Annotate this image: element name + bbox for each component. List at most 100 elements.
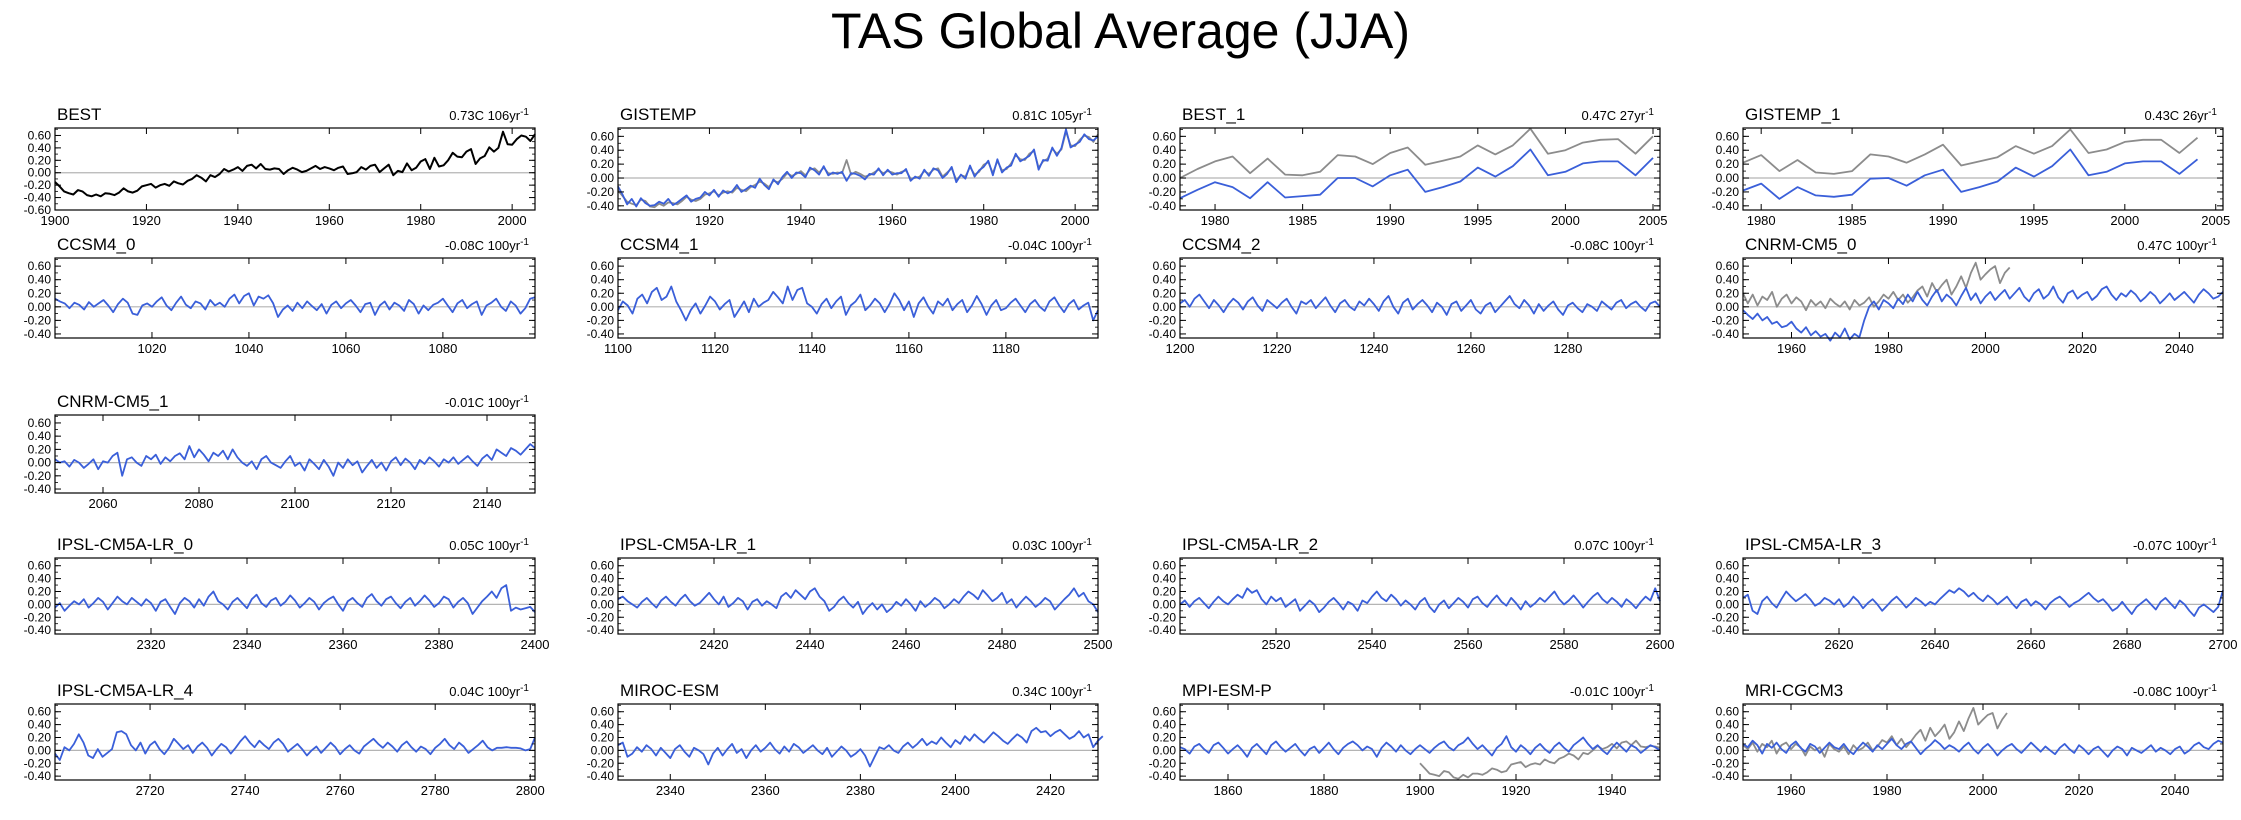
x-tick-label: 1120 <box>701 341 729 356</box>
x-tick-label: 1990 <box>1376 213 1405 228</box>
panel-title: CCSM4_1 <box>620 235 698 254</box>
y-tick-label: 0.40 <box>1153 572 1177 586</box>
plot-frame <box>1179 557 1661 635</box>
x-tick-label: 2460 <box>892 637 921 652</box>
x-tick-label: 1960 <box>315 213 344 228</box>
x-tick-label: 2000 <box>1969 783 1998 798</box>
x-tick-label: 2380 <box>425 637 454 652</box>
trend-label: -0.08C 100yr-1 <box>2133 683 2217 699</box>
y-tick-label: -0.20 <box>1712 185 1740 199</box>
x-tick-label: 1995 <box>2019 213 2048 228</box>
y-tick-label: 0.40 <box>1153 273 1177 287</box>
series-line-model <box>54 443 536 477</box>
y-tick-label: 0.40 <box>591 143 615 157</box>
x-tick-label: 2040 <box>2165 341 2194 356</box>
series-line-model <box>617 587 1099 615</box>
plot-frame <box>54 557 536 635</box>
trend-label: -0.07C 100yr-1 <box>2133 537 2217 553</box>
y-tick-label: 0.60 <box>28 128 52 142</box>
x-tick-label: 2420 <box>700 637 729 652</box>
series-line-model <box>54 292 536 318</box>
plot-frame <box>1742 703 2224 781</box>
y-tick-label: -0.20 <box>1712 610 1740 624</box>
y-tick-label: 0.20 <box>28 286 52 300</box>
trend-label: -0.04C 100yr-1 <box>1008 237 1092 253</box>
y-tick-label: 0.60 <box>28 416 52 430</box>
y-tick-label: 0.20 <box>591 584 615 598</box>
x-tick-label: 2320 <box>137 637 166 652</box>
y-tick-label: 0.60 <box>1153 259 1177 273</box>
series-line-black <box>54 130 536 198</box>
y-tick-label: -0.40 <box>1149 769 1177 783</box>
y-tick-label: 0.40 <box>1716 273 1740 287</box>
y-tick-label: 0.20 <box>1153 730 1177 744</box>
x-tick-label: 2400 <box>941 783 970 798</box>
y-tick-label: -0.40 <box>587 769 615 783</box>
y-tick-label: -0.20 <box>24 610 52 624</box>
y-tick-label: -0.40 <box>587 199 615 213</box>
y-tick-label: -0.20 <box>1712 756 1740 770</box>
x-tick-label: 1980 <box>1873 783 1902 798</box>
y-tick-label: 0.60 <box>591 259 615 273</box>
panel-title: BEST_1 <box>1182 105 1245 124</box>
panel-title: BEST <box>57 105 101 124</box>
y-tick-label: -0.40 <box>587 327 615 341</box>
plot-frame <box>1179 127 1661 211</box>
plot-frame <box>1179 257 1661 339</box>
panel-title: IPSL-CM5A-LR_0 <box>57 535 193 554</box>
y-tick-label: 0.00 <box>1153 300 1177 314</box>
x-tick-label: 2680 <box>2113 637 2142 652</box>
panel-title: IPSL-CM5A-LR_4 <box>57 681 193 700</box>
x-tick-label: 2120 <box>377 496 406 511</box>
panel-title: MIROC-ESM <box>620 681 719 700</box>
x-tick-label: 2360 <box>329 637 358 652</box>
x-tick-label: 1995 <box>1463 213 1492 228</box>
y-tick-label: -0.20 <box>587 756 615 770</box>
y-tick-label: -0.40 <box>1712 199 1740 213</box>
x-tick-label: 1160 <box>895 341 923 356</box>
x-tick-label: 1240 <box>1359 341 1388 356</box>
x-tick-label: 2600 <box>1646 637 1675 652</box>
y-tick-label: 0.40 <box>1716 572 1740 586</box>
y-tick-label: 0.60 <box>591 559 615 573</box>
trend-label: -0.01C 100yr-1 <box>1570 683 1654 699</box>
series-line-model <box>1179 587 1661 613</box>
y-tick-label: 0.20 <box>591 286 615 300</box>
y-tick-label: 0.60 <box>28 559 52 573</box>
series-line-model <box>617 128 1099 208</box>
x-tick-label: 2640 <box>1921 637 1950 652</box>
series-line-observation <box>617 130 1099 209</box>
y-tick-label: -0.20 <box>1149 185 1177 199</box>
panel-gistemp_1: 0.600.400.200.00-0.20-0.40 1980 1985 1990 19… <box>1712 105 2231 228</box>
y-tick-label: 0.00 <box>28 743 52 757</box>
y-tick-label: 0.20 <box>1716 286 1740 300</box>
panel-ipsl-cm5a-lr_0: 0.600.400.200.00-0.20-0.40 2320 2340 2360 23… <box>24 535 550 652</box>
x-tick-label: 2440 <box>796 637 825 652</box>
x-tick-label: 1220 <box>1263 341 1292 356</box>
x-tick-label: 2000 <box>1061 213 1090 228</box>
series-line-model <box>1742 148 2199 200</box>
y-tick-label: -0.40 <box>1149 623 1177 637</box>
x-tick-label: 1920 <box>1502 783 1531 798</box>
panel-gistemp: 0.600.400.200.00-0.20-0.40 1920 1940 1960 19… <box>587 105 1099 228</box>
y-tick-label: 0.40 <box>1716 143 1740 157</box>
y-tick-label: 0.00 <box>1153 597 1177 611</box>
panel-title: CCSM4_0 <box>57 235 135 254</box>
y-tick-label: 0.40 <box>591 572 615 586</box>
series-line-observation <box>1419 739 1661 780</box>
x-tick-label: 1900 <box>41 213 70 228</box>
panel-cnrm-cm5_1: 0.600.400.200.00-0.20-0.40 2060 2080 2100 21… <box>24 392 536 511</box>
y-tick-label: -0.20 <box>1149 756 1177 770</box>
y-tick-label: 0.60 <box>1153 705 1177 719</box>
x-tick-label: 2020 <box>2068 341 2097 356</box>
y-tick-label: 0.00 <box>1716 597 1740 611</box>
x-tick-label: 1980 <box>1747 213 1776 228</box>
y-tick-label: 0.20 <box>591 730 615 744</box>
y-tick-label: -0.20 <box>24 469 52 483</box>
x-tick-label: 1980 <box>1874 341 1903 356</box>
x-tick-label: 1990 <box>1929 213 1958 228</box>
y-tick-label: 0.40 <box>591 718 615 732</box>
y-tick-label: -0.40 <box>587 623 615 637</box>
